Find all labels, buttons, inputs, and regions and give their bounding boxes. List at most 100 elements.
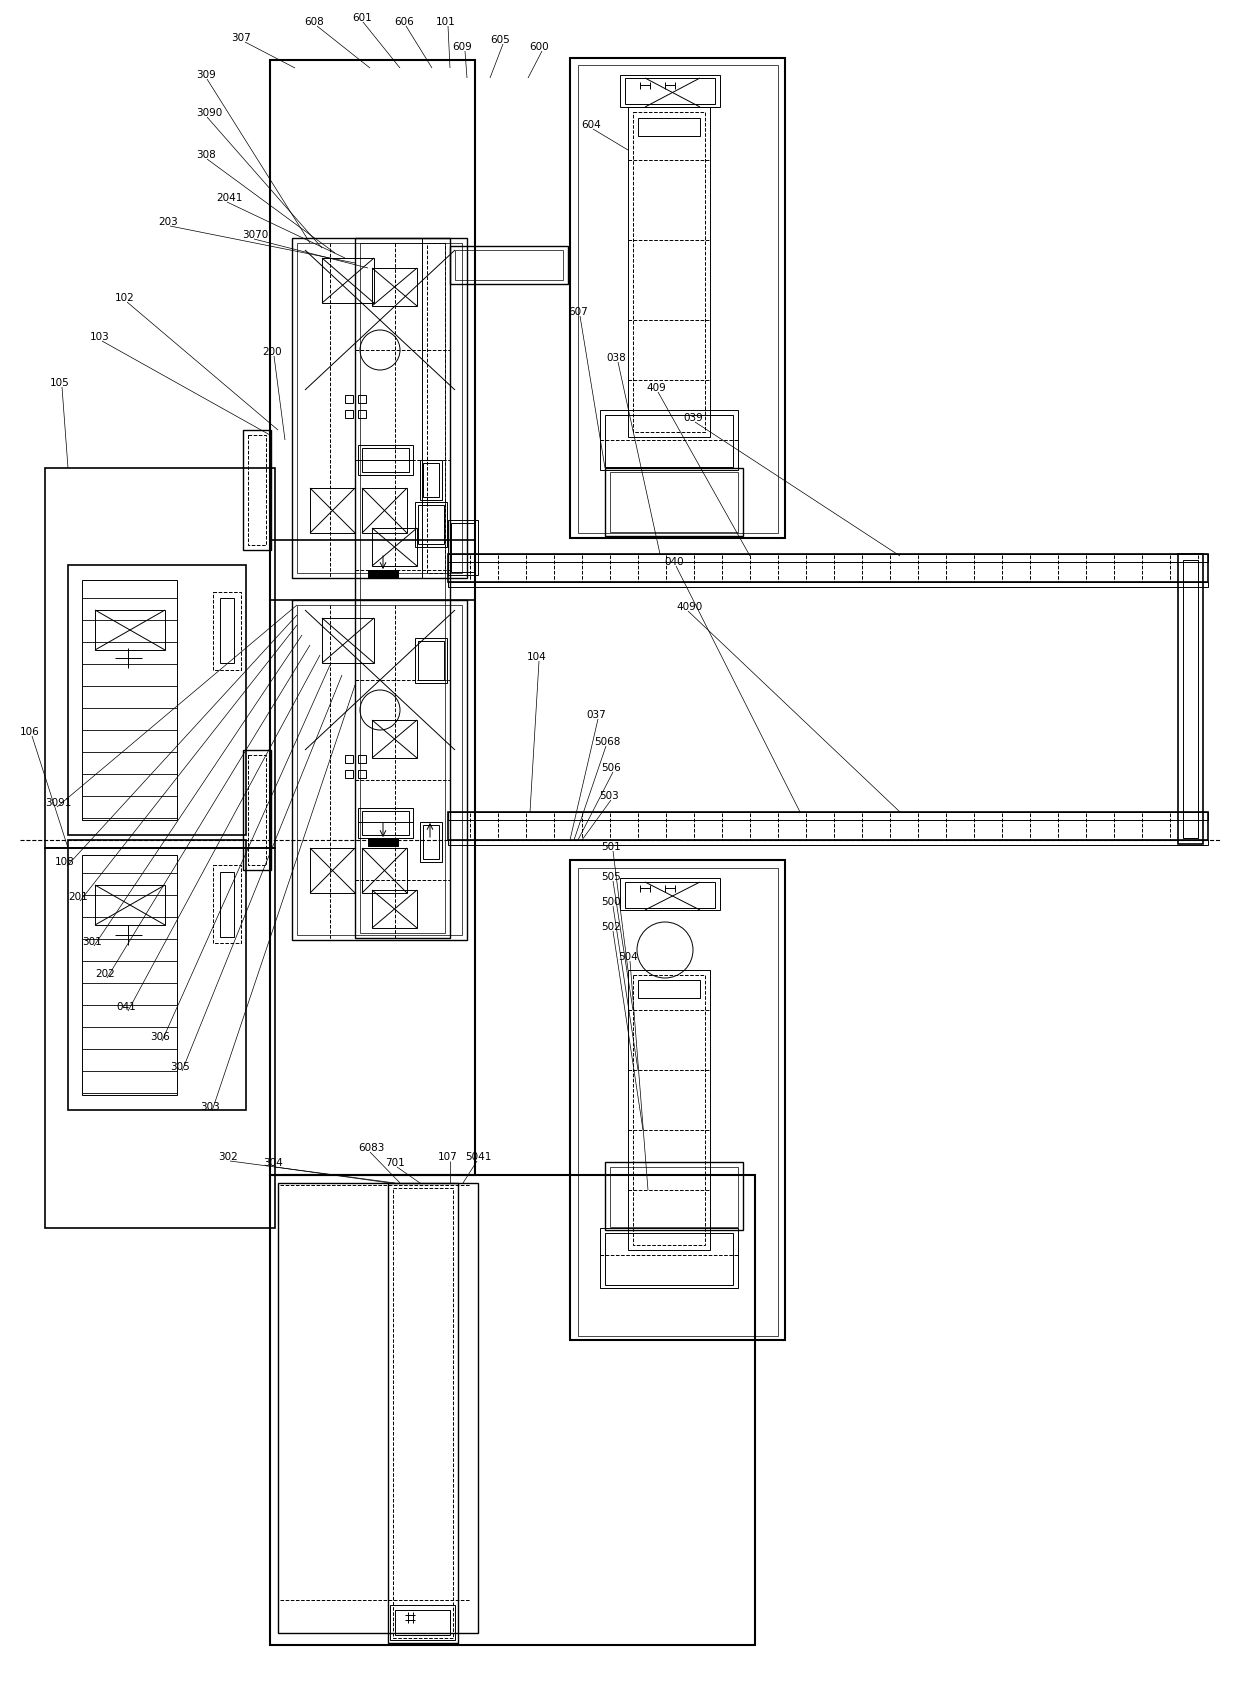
- Bar: [68, 841, 246, 1110]
- Bar: [248, 754, 267, 864]
- Bar: [362, 810, 409, 836]
- Bar: [450, 246, 568, 285]
- Text: 041: 041: [117, 1002, 135, 1012]
- Bar: [68, 564, 246, 836]
- Text: 306: 306: [150, 1032, 170, 1042]
- Bar: [418, 641, 444, 680]
- Bar: [578, 868, 777, 1336]
- Bar: [415, 502, 446, 547]
- Bar: [448, 554, 1208, 563]
- Text: 2041: 2041: [216, 193, 242, 203]
- Bar: [372, 720, 417, 758]
- Text: 5068: 5068: [594, 737, 620, 747]
- Bar: [600, 1227, 738, 1288]
- Text: 037: 037: [587, 710, 606, 720]
- Bar: [358, 809, 413, 837]
- Text: 305: 305: [170, 1063, 190, 1071]
- Text: 201: 201: [68, 892, 88, 902]
- Text: 038: 038: [606, 353, 626, 363]
- Text: 104: 104: [527, 653, 547, 663]
- Bar: [570, 859, 785, 1341]
- Bar: [45, 848, 275, 1227]
- Bar: [448, 520, 477, 575]
- Bar: [345, 410, 353, 419]
- Bar: [368, 570, 398, 578]
- Text: 6083: 6083: [358, 1142, 384, 1153]
- Bar: [448, 812, 1208, 841]
- Bar: [620, 75, 720, 107]
- Text: 3091: 3091: [45, 798, 72, 809]
- Text: 607: 607: [568, 307, 588, 317]
- Bar: [345, 770, 353, 778]
- Bar: [605, 468, 743, 536]
- Text: 309: 309: [196, 69, 216, 80]
- Bar: [213, 864, 241, 942]
- Bar: [427, 242, 445, 573]
- Bar: [298, 242, 463, 573]
- Bar: [639, 119, 701, 136]
- Text: 5041: 5041: [465, 1153, 491, 1163]
- Bar: [578, 64, 777, 532]
- Text: 3090: 3090: [196, 108, 222, 119]
- Text: 409: 409: [646, 383, 666, 393]
- Bar: [270, 1175, 755, 1646]
- Bar: [358, 770, 366, 778]
- Text: 101: 101: [436, 17, 456, 27]
- Bar: [355, 237, 450, 937]
- Text: 203: 203: [157, 217, 177, 227]
- Text: 608: 608: [304, 17, 324, 27]
- Text: 4090: 4090: [676, 602, 702, 612]
- Bar: [420, 459, 441, 500]
- Bar: [420, 822, 441, 863]
- Text: 200: 200: [262, 347, 281, 358]
- Bar: [415, 637, 446, 683]
- Bar: [358, 395, 366, 403]
- Bar: [391, 1605, 455, 1641]
- Text: 106: 106: [20, 727, 40, 737]
- Text: 202: 202: [95, 970, 115, 980]
- Text: 102: 102: [115, 293, 135, 303]
- Bar: [625, 881, 715, 909]
- Bar: [610, 471, 738, 532]
- Bar: [605, 1232, 733, 1285]
- Bar: [610, 1166, 738, 1227]
- Bar: [605, 415, 733, 468]
- Bar: [219, 598, 234, 663]
- Bar: [372, 268, 417, 307]
- Bar: [418, 505, 444, 544]
- Text: 308: 308: [196, 149, 216, 159]
- Text: 103: 103: [91, 332, 110, 342]
- Text: 609: 609: [453, 42, 471, 53]
- Bar: [625, 78, 715, 103]
- Bar: [448, 581, 1208, 586]
- Bar: [423, 463, 439, 497]
- Text: 307: 307: [231, 32, 250, 42]
- Text: 601: 601: [352, 14, 372, 24]
- Text: 302: 302: [218, 1153, 238, 1163]
- Bar: [388, 1183, 458, 1642]
- Bar: [448, 812, 1208, 820]
- Bar: [627, 107, 711, 437]
- Text: 605: 605: [490, 36, 510, 46]
- Bar: [448, 554, 1208, 581]
- Bar: [291, 237, 467, 578]
- Text: 301: 301: [82, 937, 102, 948]
- Bar: [372, 529, 417, 566]
- Bar: [358, 410, 366, 419]
- Bar: [270, 59, 475, 1175]
- Bar: [372, 890, 417, 927]
- Bar: [345, 754, 353, 763]
- Bar: [82, 854, 177, 1095]
- Bar: [1183, 559, 1198, 837]
- Bar: [362, 848, 407, 893]
- Bar: [291, 600, 467, 941]
- Bar: [423, 825, 439, 859]
- Bar: [396, 1610, 450, 1636]
- Bar: [95, 610, 165, 649]
- Bar: [455, 249, 563, 280]
- Bar: [298, 605, 463, 936]
- Bar: [393, 1188, 453, 1637]
- Text: 107: 107: [438, 1153, 458, 1163]
- Text: 303: 303: [200, 1102, 219, 1112]
- Bar: [422, 237, 450, 578]
